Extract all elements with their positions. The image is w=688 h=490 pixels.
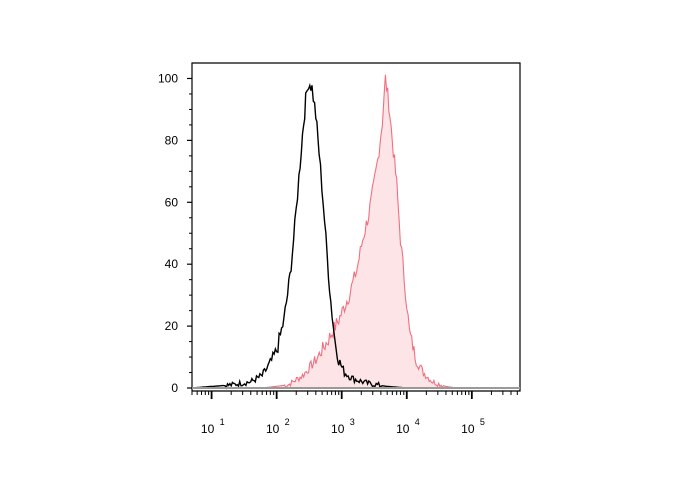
x-tick-base: 10 xyxy=(461,422,475,436)
sample-histogram-fill xyxy=(192,74,520,389)
x-tick-base: 10 xyxy=(266,422,280,436)
x-tick-exponent: 1 xyxy=(220,417,225,427)
x-tick-label: 10 5 xyxy=(461,417,485,436)
x-tick-base: 10 xyxy=(396,422,410,436)
x-tick-label: 10 2 xyxy=(266,417,290,436)
plot-border xyxy=(191,62,521,392)
x-tick-exponent: 5 xyxy=(480,417,485,427)
x-tick-label: 10 3 xyxy=(331,417,355,436)
x-tick-label: 10 1 xyxy=(201,417,225,436)
x-tick-base: 10 xyxy=(331,422,345,436)
x-tick-exponent: 2 xyxy=(285,417,290,427)
y-axis: 0 20 40 60 80 100 xyxy=(158,71,192,395)
y-tick-label: 20 xyxy=(165,319,179,333)
y-tick-label: 100 xyxy=(158,71,178,85)
series-layer xyxy=(191,74,520,390)
y-tick-label: 60 xyxy=(165,195,179,209)
x-tick-exponent: 4 xyxy=(415,417,420,427)
y-tick-label: 40 xyxy=(165,257,179,271)
x-tick-base: 10 xyxy=(201,422,215,436)
x-axis: 10 1 10 2 10 3 10 4 10 5 xyxy=(191,391,518,436)
y-tick-label: 80 xyxy=(165,133,179,147)
plot-frame xyxy=(191,62,521,392)
y-tick-label: 0 xyxy=(171,381,178,395)
x-tick-label: 10 4 xyxy=(396,417,420,436)
x-tick-exponent: 3 xyxy=(350,417,355,427)
